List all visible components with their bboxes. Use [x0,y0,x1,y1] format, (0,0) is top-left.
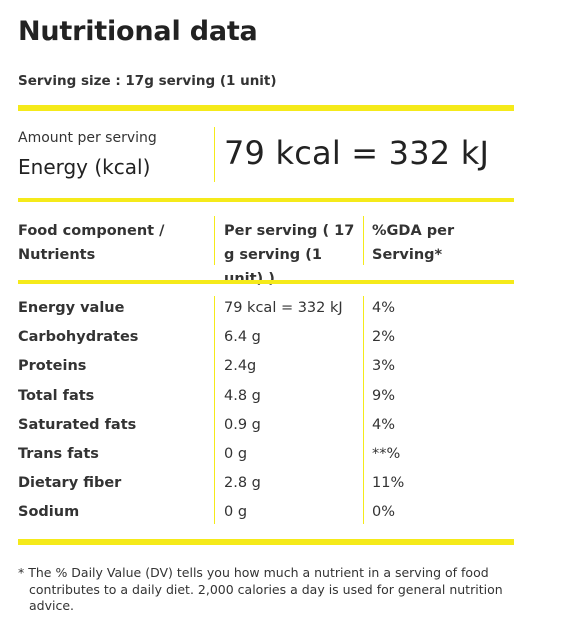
table-row: Trans fats 0 g **% [18,442,514,471]
nutrient-gda: 4% [372,416,396,433]
header-divider-2 [363,216,364,265]
header-divider-1 [214,216,215,265]
nutrient-value: 2.8 g [224,475,261,492]
nutrient-name: Sodium [18,504,80,521]
nutrient-value: 4.8 g [224,387,261,404]
nutrient-gda: **% [372,445,401,462]
header-bottom-divider [18,280,514,284]
table-bottom-divider [18,539,514,545]
nutrient-gda: 11% [372,475,405,492]
nutrient-name: Saturated fats [18,416,137,433]
footnote: * The % Daily Value (DV) tells you how m… [18,565,503,613]
energy-value: 79 kcal = 332 kJ [224,134,490,172]
nutrient-name: Carbohydrates [18,329,139,346]
table-row: Energy value 79 kcal = 332 kJ 4% [18,296,514,325]
table-row: Saturated fats 0.9 g 4% [18,413,514,442]
table-row: Dietary fiber 2.8 g 11% [18,471,514,500]
page-title: Nutritional data [18,16,258,47]
nutrient-value: 0 g [224,445,248,462]
nutrient-name: Energy value [18,300,125,316]
rows-divider-2 [363,296,364,524]
energy-divider [214,127,215,182]
nutrient-name: Dietary fiber [18,475,122,492]
header-component: Food component / Nutrients [18,223,165,263]
table-row: Sodium 0 g 0% [18,500,514,529]
nutrient-table: Energy value 79 kcal = 332 kJ 4% Carbohy… [18,296,514,530]
nutrient-value: 0.9 g [224,416,261,433]
table-row: Carbohydrates 6.4 g 2% [18,325,514,354]
nutrient-gda: 3% [372,358,396,375]
energy-bottom-divider [18,198,514,202]
serving-size: Serving size : 17g serving (1 unit) [18,73,277,89]
nutrient-name: Trans fats [18,445,99,462]
nutrient-gda: 2% [372,329,396,346]
nutrient-name: Proteins [18,358,87,375]
energy-label-block: Amount per serving Energy (kcal) [18,130,214,179]
nutrient-gda: 9% [372,387,396,404]
nutrient-name: Total fats [18,387,95,404]
nutrient-value: 79 kcal = 332 kJ [224,300,343,316]
nutrient-value: 2.4g [224,358,257,375]
nutrient-value: 0 g [224,504,248,521]
nutrient-gda: 0% [372,504,396,521]
amount-per-serving-label: Amount per serving [18,130,157,146]
table-row: Total fats 4.8 g 9% [18,384,514,413]
header-gda: %GDA per Serving* [372,223,455,263]
rows-divider-1 [214,296,215,524]
energy-label: Energy (kcal) [18,155,151,179]
nutrient-gda: 4% [372,300,396,316]
table-row: Proteins 2.4g 3% [18,354,514,383]
top-divider [18,105,514,111]
nutrient-value: 6.4 g [224,329,261,346]
